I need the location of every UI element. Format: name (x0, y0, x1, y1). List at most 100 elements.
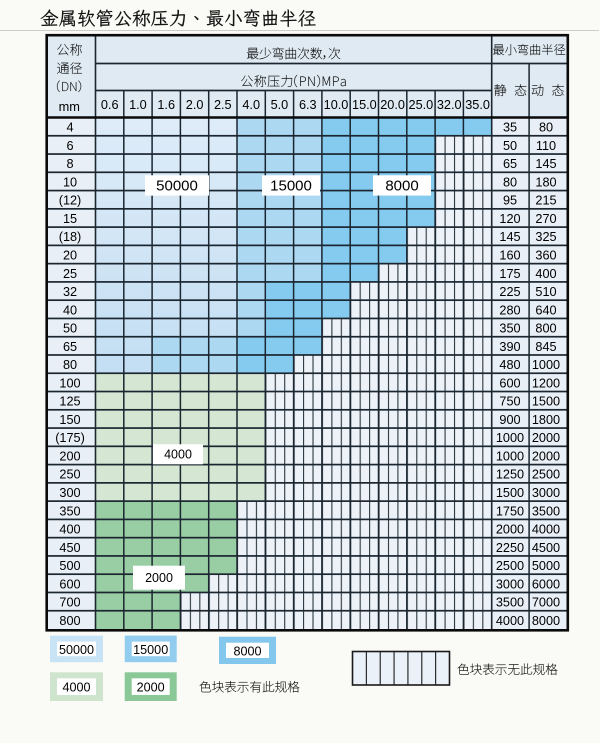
svg-text:845: 845 (535, 340, 556, 354)
svg-text:800: 800 (59, 614, 80, 628)
svg-text:(12): (12) (59, 194, 82, 208)
svg-text:1000: 1000 (532, 358, 560, 372)
svg-text:160: 160 (499, 249, 520, 263)
svg-text:0.6: 0.6 (101, 98, 119, 112)
svg-text:350: 350 (499, 322, 520, 336)
svg-text:1000: 1000 (496, 450, 524, 464)
svg-text:150: 150 (59, 413, 80, 427)
svg-text:1200: 1200 (532, 376, 560, 390)
svg-text:1750: 1750 (496, 504, 524, 518)
svg-text:120: 120 (499, 212, 520, 226)
svg-text:8: 8 (66, 157, 73, 171)
svg-text:4.0: 4.0 (242, 98, 260, 112)
svg-text:10: 10 (63, 175, 77, 189)
svg-text:1000: 1000 (496, 431, 524, 445)
svg-text:2000: 2000 (532, 431, 560, 445)
svg-text:65: 65 (503, 157, 517, 171)
svg-text:600: 600 (499, 376, 520, 390)
svg-text:50: 50 (503, 139, 517, 153)
svg-text:65: 65 (63, 340, 77, 354)
svg-text:50: 50 (63, 322, 77, 336)
svg-text:4500: 4500 (532, 541, 560, 555)
svg-text:100: 100 (59, 376, 80, 390)
svg-text:500: 500 (59, 559, 80, 573)
svg-text:1500: 1500 (496, 486, 524, 500)
svg-text:325: 325 (535, 230, 556, 244)
svg-text:360: 360 (535, 249, 556, 263)
svg-text:4000: 4000 (164, 448, 192, 462)
svg-text:80: 80 (503, 175, 517, 189)
svg-text:480: 480 (499, 358, 520, 372)
svg-text:20: 20 (63, 249, 77, 263)
svg-text:1250: 1250 (496, 468, 524, 482)
svg-text:20.0: 20.0 (380, 98, 405, 112)
svg-text:15000: 15000 (270, 178, 312, 195)
svg-text:25.0: 25.0 (409, 98, 434, 112)
svg-text:4000: 4000 (62, 681, 90, 695)
svg-text:50000: 50000 (156, 178, 198, 195)
svg-text:110: 110 (536, 139, 556, 153)
svg-text:1500: 1500 (532, 395, 560, 409)
svg-text:300: 300 (59, 486, 80, 500)
svg-text:4000: 4000 (496, 614, 524, 628)
svg-text:15.0: 15.0 (352, 98, 377, 112)
svg-text:1800: 1800 (532, 413, 560, 427)
svg-text:2500: 2500 (532, 468, 560, 482)
svg-text:280: 280 (499, 303, 520, 317)
svg-text:25: 25 (63, 267, 77, 281)
svg-text:6: 6 (66, 139, 73, 153)
svg-text:2000: 2000 (496, 523, 524, 537)
svg-text:350: 350 (59, 504, 80, 518)
svg-text:4000: 4000 (532, 523, 560, 537)
svg-text:175: 175 (499, 267, 520, 281)
svg-text:35: 35 (503, 121, 517, 135)
svg-text:8000: 8000 (532, 614, 560, 628)
svg-text:15000: 15000 (133, 643, 168, 657)
svg-text:3000: 3000 (532, 486, 560, 500)
svg-text:80: 80 (63, 358, 77, 372)
svg-text:180: 180 (535, 175, 556, 189)
svg-text:400: 400 (59, 523, 80, 537)
svg-text:3500: 3500 (532, 504, 560, 518)
svg-text:35.0: 35.0 (465, 98, 490, 112)
svg-text:1.0: 1.0 (129, 98, 147, 112)
svg-text:50000: 50000 (59, 643, 94, 657)
svg-text:250: 250 (59, 468, 80, 482)
svg-text:mm: mm (59, 99, 80, 114)
svg-text:8000: 8000 (385, 178, 418, 195)
svg-text:215: 215 (535, 194, 556, 208)
svg-text:6.3: 6.3 (299, 98, 317, 112)
svg-text:145: 145 (535, 157, 556, 171)
svg-text:640: 640 (535, 303, 556, 317)
svg-text:3000: 3000 (496, 577, 524, 591)
svg-text:6000: 6000 (532, 577, 560, 591)
svg-text:1.6: 1.6 (157, 98, 175, 112)
svg-text:5.0: 5.0 (271, 98, 289, 112)
svg-text:(18): (18) (59, 230, 82, 244)
svg-text:2000: 2000 (532, 450, 560, 464)
svg-text:2250: 2250 (496, 541, 524, 555)
svg-text:200: 200 (59, 450, 80, 464)
svg-text:390: 390 (499, 340, 520, 354)
svg-text:900: 900 (499, 413, 520, 427)
svg-text:600: 600 (59, 577, 80, 591)
svg-text:40: 40 (63, 303, 77, 317)
svg-text:125: 125 (59, 395, 80, 409)
svg-text:(175): (175) (55, 431, 85, 445)
svg-text:2.0: 2.0 (186, 98, 204, 112)
svg-text:750: 750 (499, 395, 520, 409)
svg-text:2500: 2500 (496, 559, 524, 573)
svg-text:15: 15 (63, 212, 77, 226)
svg-text:10.0: 10.0 (324, 98, 349, 112)
svg-text:2000: 2000 (137, 681, 165, 695)
svg-text:80: 80 (539, 121, 553, 135)
svg-text:4: 4 (66, 121, 73, 135)
svg-text:7000: 7000 (532, 596, 560, 610)
svg-text:700: 700 (59, 596, 80, 610)
svg-text:270: 270 (535, 212, 556, 226)
svg-text:2.5: 2.5 (214, 98, 232, 112)
svg-text:95: 95 (503, 194, 517, 208)
svg-text:32: 32 (63, 285, 77, 299)
svg-text:32.0: 32.0 (437, 98, 462, 112)
svg-text:145: 145 (499, 230, 520, 244)
